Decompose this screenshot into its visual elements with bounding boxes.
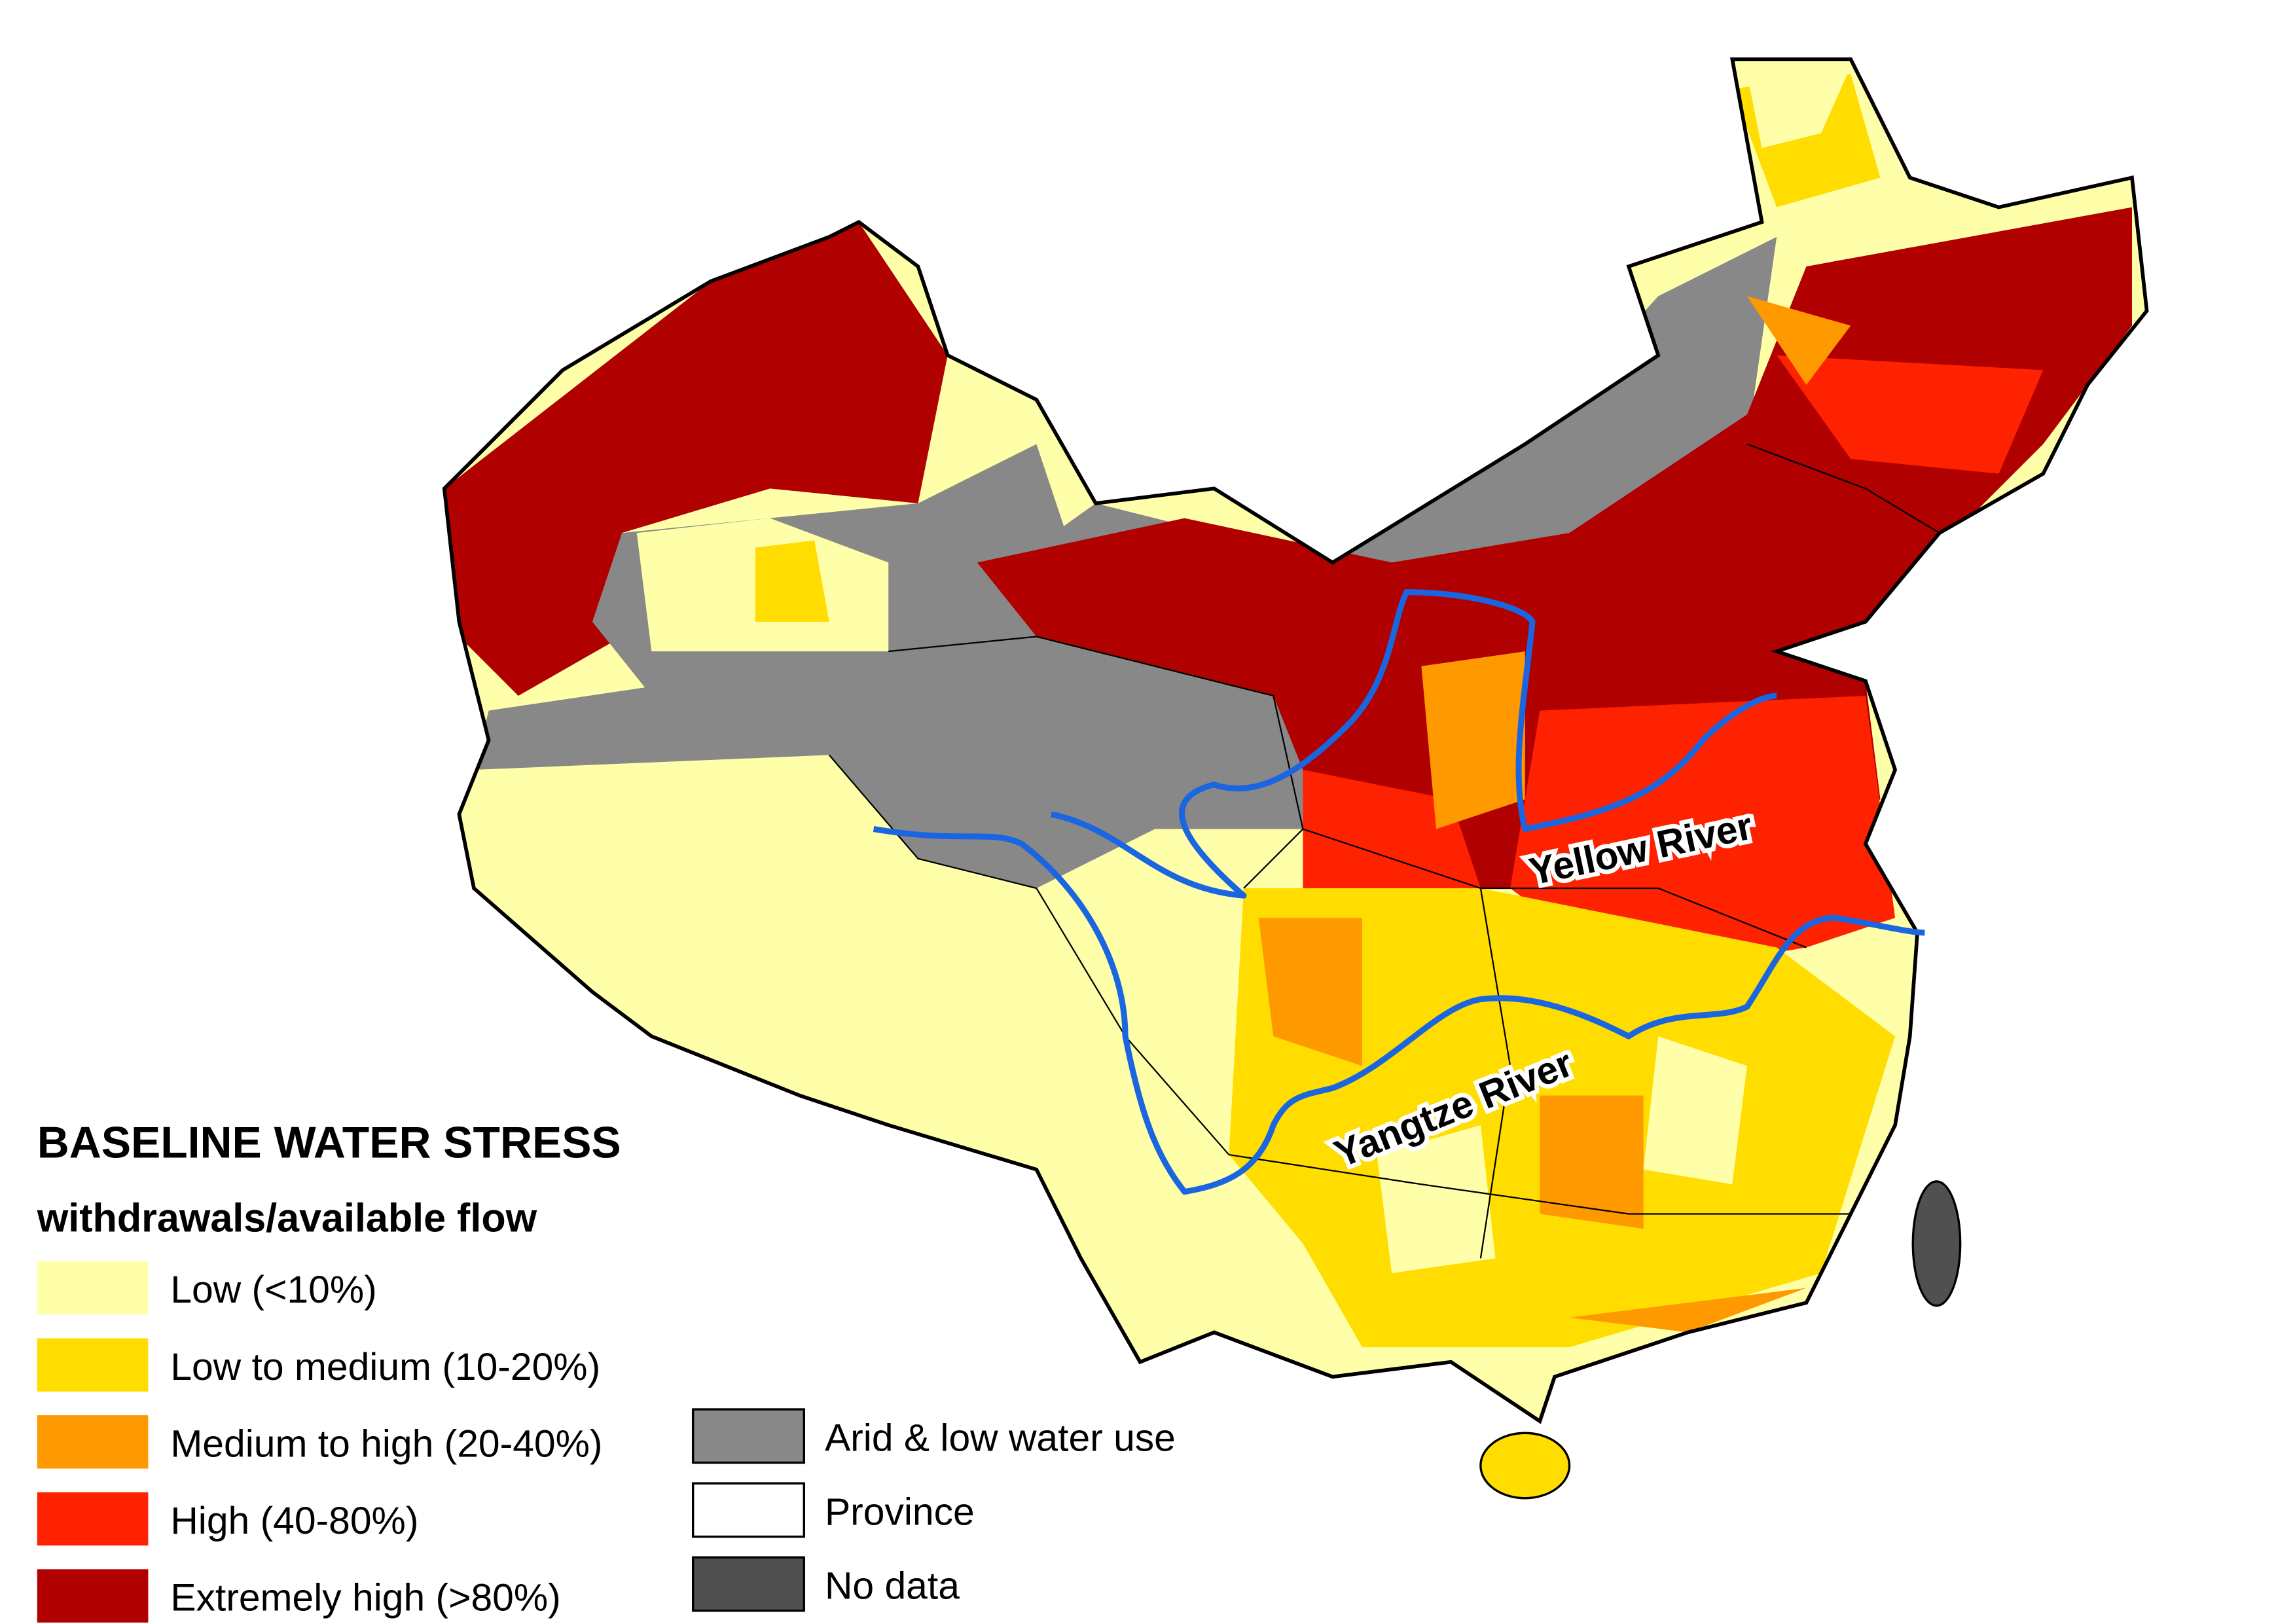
stress-region: [1777, 355, 2044, 474]
stress-region: [1258, 918, 1362, 1066]
legend-swatch: [691, 1556, 805, 1612]
stress-region: [1746, 66, 1851, 149]
stress-region: [1643, 1036, 1747, 1185]
legend-label: Medium to high (20-40%): [170, 1422, 602, 1465]
legend-label: No data: [825, 1565, 960, 1608]
legend-subtitle: withdrawals/available flow: [37, 1196, 537, 1240]
stress-region: [1510, 695, 1896, 977]
legend-title: BASELINE WATER STRESS: [37, 1119, 621, 1168]
river: [873, 826, 1925, 1195]
province-border: [1229, 1153, 1851, 1215]
river: [1051, 589, 1777, 899]
legend-swatch: [37, 1261, 149, 1315]
legend: BASELINE WATER STRESS withdrawals/availa…: [37, 1119, 1176, 1623]
legend-swatch: [37, 1569, 149, 1623]
hainan: [1479, 1432, 1571, 1500]
legend-label: Low to medium (10-20%): [170, 1346, 600, 1388]
stress-region: [1540, 1095, 1644, 1229]
province-border: [1303, 828, 1807, 948]
province-border: [1746, 443, 1940, 534]
stress-region: [444, 222, 948, 696]
stress-region: [1421, 651, 1525, 829]
legend-label: Arid & low water use: [825, 1416, 1176, 1459]
legend-label: High (40-80%): [170, 1500, 418, 1542]
province-border: [888, 636, 1304, 889]
legend-label: Extremely high (>80%): [170, 1577, 560, 1619]
legend-label: Low (<10%): [170, 1269, 376, 1311]
stress-region: [755, 540, 829, 622]
legend-swatch: [37, 1415, 149, 1469]
legend-swatch: [691, 1408, 805, 1464]
province-border: [828, 754, 1230, 1155]
taiwan: [1911, 1180, 1962, 1307]
legend-swatch: [37, 1338, 149, 1392]
legend-swatch: [691, 1482, 805, 1538]
province-border: [1479, 888, 1511, 1259]
legend-swatch: [37, 1492, 149, 1546]
stress-region: [1569, 1288, 1807, 1333]
province-borders: [828, 443, 1940, 1259]
stress-region: [1377, 1125, 1496, 1273]
legend-label: Province: [825, 1490, 975, 1533]
country-border: [442, 57, 2149, 1424]
